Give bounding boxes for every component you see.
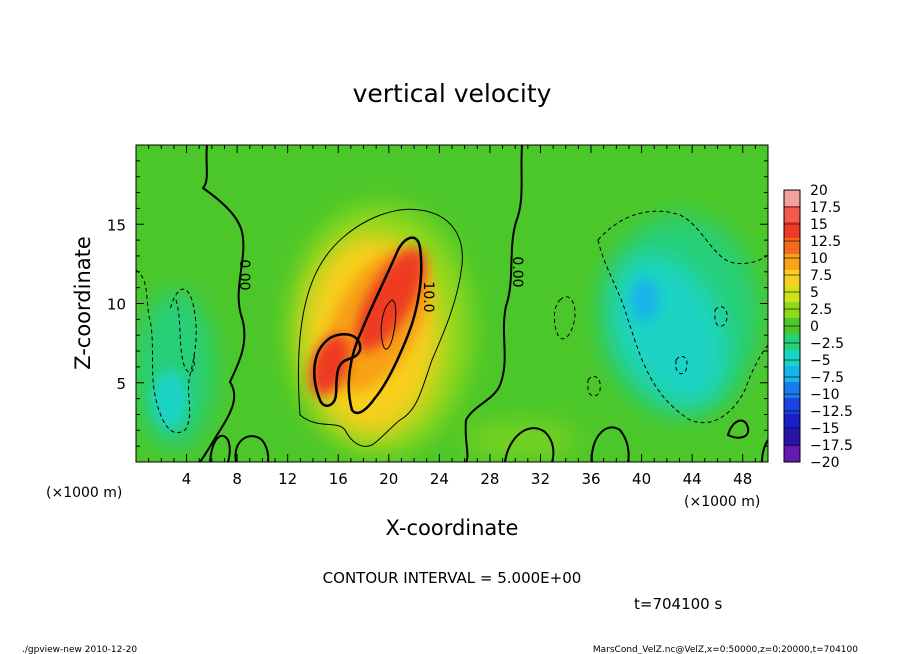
colorbar-label: 15 [810,217,828,233]
colorbar-label: 20 [810,183,828,199]
colorbar-swatch [784,334,800,351]
zero-contour-cell-4 [726,419,750,439]
contour-label-ten: 10.0 [420,281,436,312]
colorbar-swatch [784,254,800,271]
x-tick-label: 8 [232,470,242,488]
y-tick-label: 10 [107,296,126,314]
x-tick-label: 44 [683,470,702,488]
colorbar-label: −7.5 [810,370,844,386]
downdraft-left-core [152,370,188,430]
updraft-core-red [355,248,425,352]
colorbar-swatch [784,382,800,399]
x-unit-left: (×1000 m) [46,485,122,501]
colorbar-swatch [784,206,800,223]
neg-contour-right-low [675,355,688,375]
zero-contour-cell-3 [590,426,630,462]
colorbar-label: −15 [810,421,840,437]
ten-contour-lobe [313,333,362,408]
colorbar-swatch [784,430,800,447]
x-axis-ticks: 4 8 12 16 20 24 28 32 36 40 44 48 [148,145,756,488]
colorbar-swatch [784,190,800,207]
x-unit-right: (×1000 m) [684,494,760,510]
colorbar-swatch [784,238,800,255]
x-tick-label: 28 [480,470,499,488]
neg-contour-right-small [714,306,728,327]
downdraft-right-strong [631,278,659,322]
fifteen-contour [380,299,397,350]
neg-contour-mid-cell [553,296,576,340]
colorbar-swatch [784,286,800,303]
footer-right: MarsCond_VelZ.nc@VelZ,x=0:50000,z=0:2000… [593,645,858,654]
colorbar: 2017.51512.5107.552.50−2.5−5−7.5−10−12.5… [783,183,853,471]
colorbar-label: 10 [810,251,828,267]
colorbar-label: −2.5 [810,336,844,352]
surface-green [460,420,580,460]
x-tick-label: 4 [182,470,192,488]
colorbar-swatch [784,222,800,239]
colorbar-label: −12.5 [810,404,853,420]
five-contour [297,208,463,447]
x-tick-label: 12 [278,470,297,488]
y-tick-label: 5 [116,375,126,393]
zero-contour-cell-2 [504,427,555,462]
zero-contour-mid [464,145,523,462]
contour-label-zero-mid: 0.00 [509,256,525,287]
x-tick-label: 20 [379,470,398,488]
colorbar-label: 12.5 [810,234,841,250]
contour-label-zero-left: 0.00 [236,259,252,290]
colorbar-label: −17.5 [810,438,853,454]
colorbar-label: 5 [810,285,819,301]
x-tick-label: 24 [430,470,449,488]
colorbar-swatch [784,366,800,383]
x-tick-label: 32 [531,470,550,488]
x-tick-label: 48 [733,470,752,488]
neg-contour-left-1 [136,269,197,433]
neg-contour-mid-cell-2 [587,375,601,397]
contour-lines [136,145,768,462]
colorbar-swatch [784,350,800,367]
neg-contour-right [597,210,768,424]
heatmap-field: 0.00 10.0 0.00 [136,145,768,462]
contour-interval-text: CONTOUR INTERVAL = 5.000E+00 [323,569,582,587]
colorbar-label: −20 [810,455,840,471]
colorbar-label: 2.5 [810,302,832,318]
colorbar-swatch [784,270,800,287]
zero-contour-left [199,145,246,462]
x-tick-label: 40 [632,470,651,488]
colorbar-label: 17.5 [810,200,841,216]
neg-contour-left-2 [175,299,195,373]
colorbar-label: 7.5 [810,268,832,284]
x-tick-label: 16 [329,470,348,488]
negative-contours [136,210,768,433]
zero-contour-cell-1 [234,435,270,462]
time-text: t=704100 s [634,595,722,613]
colorbar-label: −10 [810,387,840,403]
colorbar-swatch [784,414,800,431]
x-tick-label: 36 [581,470,600,488]
colorbar-swatch [784,398,800,415]
colorbar-label: 0 [810,319,819,335]
colorbar-label: −5 [810,353,831,369]
y-tick-label: 15 [107,216,126,234]
y-axis-ticks: 5 10 15 [107,160,768,447]
colorbar-swatch [784,446,800,463]
ten-contour-main [347,236,423,415]
chart-title: vertical velocity [353,79,552,108]
colorbar-swatch [784,302,800,319]
x-axis-label: X-coordinate [386,516,519,540]
y-axis-label: Z-coordinate [71,236,95,370]
zero-contour-cell-5 [209,434,231,462]
footer-left: ./gpview-new 2010-12-20 [22,645,137,654]
